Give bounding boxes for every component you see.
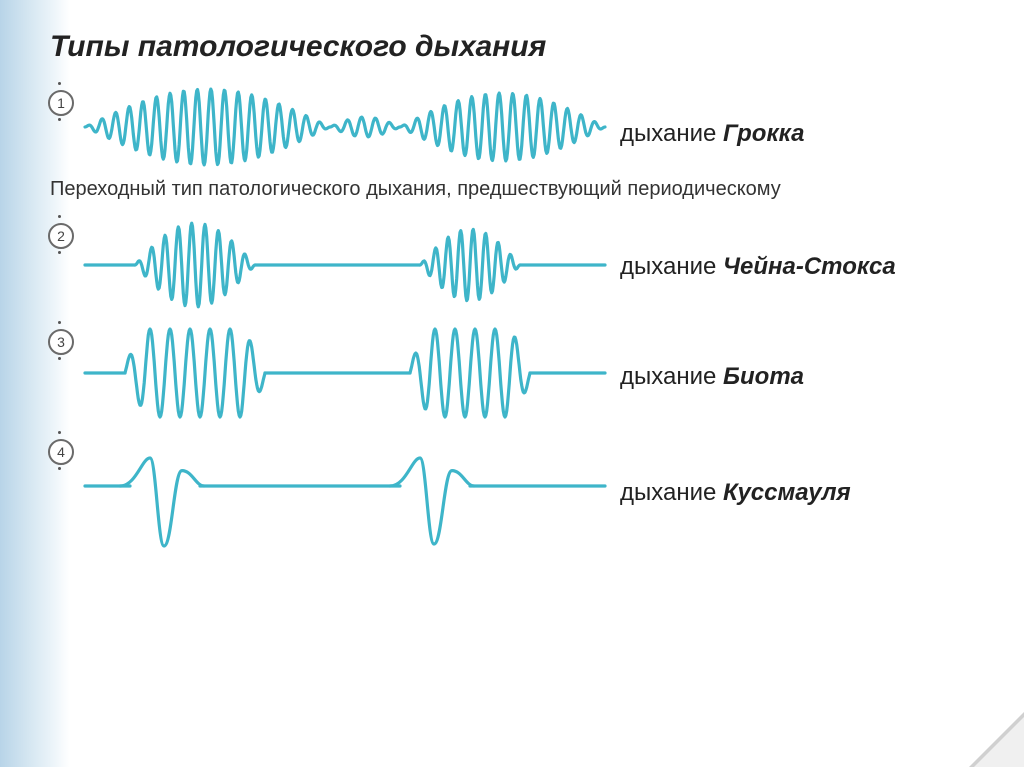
row-number-marker: 4 xyxy=(48,439,74,465)
waveform-box xyxy=(80,321,610,425)
marker-dot xyxy=(58,357,61,360)
label-name: Грокка xyxy=(723,120,804,147)
label-name: Куссмауля xyxy=(723,479,851,506)
row-number-marker: 3 xyxy=(48,329,74,355)
breathing-row-kussmaul: 4 дыхание Куссмауля xyxy=(50,431,994,561)
label-name: Чейна-Стокса xyxy=(723,253,896,280)
row-subtitle: Переходный тип патологического дыхания, … xyxy=(50,178,994,201)
waveform-biot xyxy=(80,321,610,425)
row-number-marker: 2 xyxy=(48,223,74,249)
marker-dot xyxy=(58,251,61,254)
label-prefix: дыхание xyxy=(620,479,723,506)
row-number-marker: 1 xyxy=(48,90,74,116)
breathing-label: дыхание Куссмауля xyxy=(620,479,851,507)
page-title: Типы патологического дыхания xyxy=(50,30,994,64)
marker-dot xyxy=(58,467,61,470)
waveform-box xyxy=(80,431,610,561)
breathing-row-biot: 3 дыхание Биота xyxy=(50,321,994,425)
waveform-box xyxy=(80,82,610,172)
breathing-row-cheyne: 2 дыхание Чейна-Стокса xyxy=(50,215,994,315)
marker-dot xyxy=(58,82,61,85)
waveform-cheyne xyxy=(80,215,610,315)
rows-container: 1 дыхание Грокка Переходный тип патологиче… xyxy=(50,82,994,561)
marker-dot xyxy=(58,431,61,434)
marker-dot xyxy=(58,215,61,218)
breathing-label: дыхание Грокка xyxy=(620,120,804,148)
waveform-grocco xyxy=(80,82,610,172)
label-prefix: дыхание xyxy=(620,363,723,390)
content-area: Типы патологического дыхания 1 дыхание Гр… xyxy=(50,30,994,567)
marker-dot xyxy=(58,321,61,324)
marker-dot xyxy=(58,118,61,121)
waveform-box xyxy=(80,215,610,315)
label-prefix: дыхание xyxy=(620,120,723,147)
breathing-label: дыхание Биота xyxy=(620,363,804,391)
label-prefix: дыхание xyxy=(620,253,723,280)
label-name: Биота xyxy=(723,363,804,390)
breathing-row-grocco: 1 дыхание Грокка xyxy=(50,82,994,172)
page-corner-fold xyxy=(974,717,1024,767)
waveform-kussmaul xyxy=(80,431,610,561)
breathing-label: дыхание Чейна-Стокса xyxy=(620,253,896,281)
